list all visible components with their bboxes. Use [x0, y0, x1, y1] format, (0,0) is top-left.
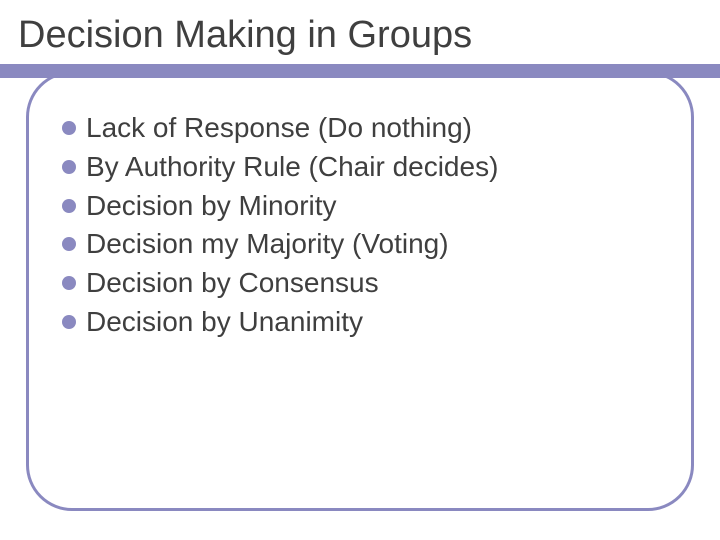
- slide-title: Decision Making in Groups: [18, 14, 472, 57]
- list-item: Decision by Minority: [62, 188, 662, 224]
- list-item: Decision by Unanimity: [62, 304, 662, 340]
- bullet-icon: [62, 199, 76, 213]
- bullet-text: By Authority Rule (Chair decides): [86, 149, 498, 185]
- list-item: By Authority Rule (Chair decides): [62, 149, 662, 185]
- bullet-icon: [62, 121, 76, 135]
- bullet-icon: [62, 160, 76, 174]
- bullet-icon: [62, 237, 76, 251]
- bullet-text: Lack of Response (Do nothing): [86, 110, 472, 146]
- bullet-text: Decision my Majority (Voting): [86, 226, 449, 262]
- list-item: Decision by Consensus: [62, 265, 662, 301]
- slide: Decision Making in Groups Lack of Respon…: [0, 0, 720, 540]
- bullet-icon: [62, 276, 76, 290]
- bullet-text: Decision by Consensus: [86, 265, 379, 301]
- bullet-icon: [62, 315, 76, 329]
- list-item: Lack of Response (Do nothing): [62, 110, 662, 146]
- list-item: Decision my Majority (Voting): [62, 226, 662, 262]
- bullet-text: Decision by Unanimity: [86, 304, 363, 340]
- bullet-list: Lack of Response (Do nothing) By Authori…: [62, 110, 662, 343]
- bullet-text: Decision by Minority: [86, 188, 337, 224]
